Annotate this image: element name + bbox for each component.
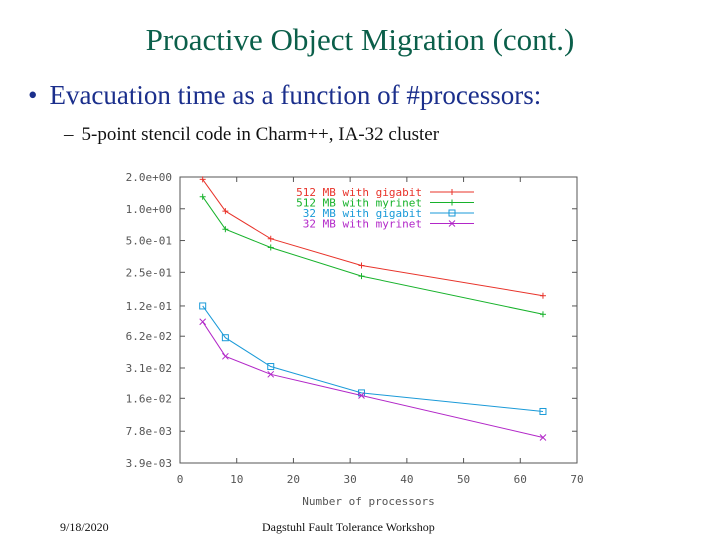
x-tick-label: 70 — [570, 473, 583, 486]
series-1-point — [539, 292, 546, 299]
legend-label: 32 MB with gigabit — [303, 207, 422, 220]
legend-marker — [449, 199, 455, 206]
series-3-point — [221, 334, 229, 342]
y-tick-label: 3.9e-03 — [126, 457, 172, 470]
series-3-point — [199, 302, 207, 310]
y-tick-label: 2.0e+00 — [126, 171, 172, 184]
series-2-point — [267, 244, 274, 251]
plot-frame — [179, 176, 578, 464]
series-1-point — [199, 176, 206, 183]
subbullet-text: 5-point stencil code in Charm++, IA-32 c… — [81, 124, 440, 145]
series-4-point — [222, 352, 229, 360]
footer-date: 9/18/2020 — [60, 520, 109, 534]
series-2-point — [199, 193, 206, 200]
evacuation-time-chart: 3.9e-03 7.8e-03 1.6e-02 3.1e-02 6.2e-02 1.2e-… — [126, 171, 584, 508]
legend-marker — [448, 220, 456, 227]
series-2-point — [539, 311, 546, 318]
series-2-point — [358, 273, 365, 280]
y-tick-label: 1.2e-01 — [126, 300, 172, 313]
y-tick-label: 5.0e-01 — [126, 235, 172, 248]
y-tick-label: 2.5e-01 — [126, 266, 172, 279]
x-axis-title: Number of processors — [302, 495, 434, 508]
series-1-point — [222, 208, 229, 215]
series-1-point — [358, 262, 365, 269]
subbullet-marker: – — [64, 124, 74, 145]
sub-bullet: –5-point stencil code in Charm++, IA-32 … — [64, 124, 439, 146]
series-1-point — [267, 235, 274, 242]
legend-label: 512 MB with gigabit — [296, 186, 422, 199]
y-tick-label: 6.2e-02 — [126, 330, 172, 343]
footer-workshop: Dagstuhl Fault Tolerance Workshop — [262, 520, 435, 534]
series-3-point — [267, 363, 275, 371]
bullet-text: Evacuation time as a function of #proces… — [49, 80, 542, 110]
x-tick-label: 60 — [514, 473, 527, 486]
y-tick-label: 1.0e+00 — [126, 203, 172, 216]
bullet-marker: • — [28, 80, 38, 110]
x-tick-label: 50 — [457, 473, 470, 486]
x-tick-label: 30 — [344, 473, 357, 486]
series-4-point — [358, 392, 365, 399]
series-4-point — [267, 370, 275, 378]
x-tick-label: 0 — [177, 473, 184, 486]
series-3-point — [539, 407, 547, 415]
y-tick-label: 7.8e-03 — [126, 425, 172, 438]
y-tick-label: 1.6e-02 — [126, 392, 172, 405]
main-bullet: • Evacuation time as a function of #proce… — [28, 80, 541, 111]
series-2-point — [222, 226, 229, 233]
legend-label: 32 MB with myrinet — [303, 218, 422, 231]
series-4-point — [539, 434, 547, 441]
legend-marker — [448, 209, 456, 217]
legend-label: 512 MB with myrinet — [296, 197, 422, 210]
y-tick-label: 3.1e-02 — [126, 362, 172, 375]
series-4-point — [199, 318, 207, 326]
legend-marker — [449, 189, 455, 195]
x-tick-label: 40 — [400, 473, 413, 486]
x-tick-label: 20 — [287, 473, 300, 486]
x-tick-label: 10 — [230, 473, 243, 486]
slide-title: Proactive Object Migration (cont.) — [145, 22, 575, 57]
series-line-3 — [202, 305, 544, 412]
series-line-4 — [202, 321, 544, 438]
